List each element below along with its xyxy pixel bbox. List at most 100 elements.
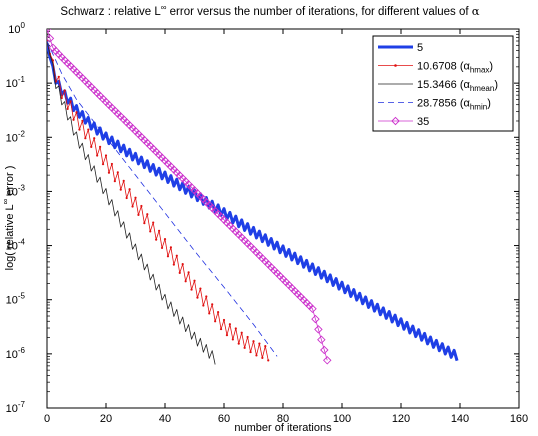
series-point	[163, 237, 167, 241]
series-point	[308, 304, 317, 314]
series-point	[217, 311, 220, 314]
series-point	[122, 179, 125, 182]
series-point	[243, 346, 246, 349]
series-2	[47, 39, 270, 362]
legend-marker	[391, 116, 400, 126]
series-3	[47, 40, 216, 365]
series-point	[84, 137, 87, 140]
legend-label: 28.7856 (αhmin)	[417, 98, 491, 112]
series-point	[178, 271, 181, 275]
series-point	[69, 100, 72, 103]
x-tick-label: 160	[510, 413, 528, 425]
title-rest: error versus the number of iterations, f…	[166, 6, 471, 18]
series-point	[125, 196, 128, 200]
legend-entry: 5	[378, 42, 423, 54]
series-point	[96, 154, 99, 157]
legend-entry: 35	[378, 116, 429, 128]
series-1	[47, 42, 459, 362]
series-point	[267, 359, 270, 362]
x-tick-label: 40	[159, 413, 171, 425]
legend-entry: 15.3466 (αhmean)	[378, 79, 498, 93]
y-tick-label: 10-4	[6, 238, 26, 253]
legend-label: 35	[417, 116, 429, 128]
series-point	[75, 111, 78, 114]
series-point	[246, 335, 249, 339]
ylabel-pre: log( relative L	[4, 204, 16, 270]
series-layer	[47, 29, 459, 365]
legend-entry: 28.7856 (αhmin)	[378, 98, 491, 112]
ylabel-post: error )	[4, 166, 16, 199]
series-point	[211, 303, 214, 306]
series-point	[110, 162, 113, 166]
series-point	[134, 196, 137, 199]
y-tick-label: 10-7	[6, 400, 26, 415]
series-point	[255, 354, 258, 357]
series-4	[47, 40, 278, 357]
x-tick-label: 80	[277, 413, 289, 425]
series-point	[320, 345, 329, 355]
series-point	[202, 304, 205, 307]
series-point	[175, 254, 178, 257]
series-point	[184, 280, 187, 283]
series-point	[166, 255, 170, 258]
series-point	[140, 204, 143, 208]
legend-label: 5	[417, 42, 423, 54]
series-point	[90, 145, 93, 148]
x-tick-label: 0	[44, 413, 50, 425]
series-point	[205, 295, 208, 298]
series-point	[228, 323, 231, 326]
y-tick-label: 10-6	[6, 346, 26, 361]
series-point	[264, 345, 267, 348]
series-point	[143, 222, 146, 225]
y-tick-label: 100	[8, 21, 25, 36]
legend-box	[372, 35, 514, 132]
series-point	[131, 205, 134, 208]
series-point	[196, 296, 199, 299]
series-line	[47, 40, 216, 365]
series-point	[128, 188, 131, 191]
series-point	[311, 314, 320, 324]
y-axis-label: log( relative L∞ error )	[1, 166, 16, 271]
series-point	[160, 246, 164, 250]
series-point	[169, 246, 172, 249]
y-axis-ticks: 100 10-1 10-2 10-3 10-4 10-5 10-6 10-7	[6, 21, 519, 415]
series-point	[152, 221, 155, 224]
legend-marker	[394, 64, 397, 67]
series-point	[137, 213, 140, 216]
series-point	[101, 163, 105, 166]
series-point	[81, 119, 84, 122]
title-main: Schwarz : relative L	[60, 6, 161, 18]
series-line	[47, 40, 278, 357]
x-axis-label: number of iterations	[234, 422, 332, 434]
series-point	[57, 75, 60, 78]
series-point	[252, 340, 255, 343]
series-point	[66, 107, 69, 111]
series-point	[225, 334, 229, 337]
title-alpha: α	[472, 4, 480, 18]
series-line	[47, 29, 328, 361]
series-point	[208, 312, 211, 315]
series-point	[63, 89, 66, 92]
series-point	[261, 356, 264, 359]
series-point	[237, 342, 240, 345]
series-point	[240, 331, 243, 334]
chart-title: Schwarz : relative L∞ error versus the n…	[60, 3, 479, 18]
x-axis-ticks: 0 20 40 60 80 100 120 140 160	[44, 29, 528, 425]
y-tick-label: 10-1	[6, 75, 26, 90]
y-tick-label: 10-2	[6, 129, 26, 144]
series-point	[158, 229, 161, 232]
series-point	[193, 279, 196, 282]
series-line	[47, 40, 269, 361]
y-tick-label: 10-3	[6, 183, 26, 198]
x-tick-label: 100	[333, 413, 351, 425]
legend-entry: 10.6708 (αhmax)	[378, 61, 493, 75]
series-point	[219, 327, 223, 331]
series-point	[323, 356, 332, 365]
legend-label: 10.6708 (αhmax)	[417, 61, 493, 75]
series-point	[249, 350, 252, 354]
series-point	[47, 34, 55, 43]
x-tick-label: 60	[218, 413, 230, 425]
series-line	[47, 42, 459, 362]
series-point	[181, 262, 184, 266]
